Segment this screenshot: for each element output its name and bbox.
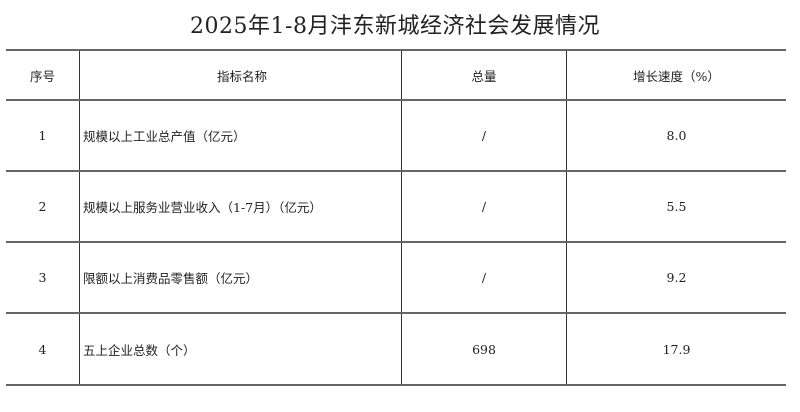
header-growth: 增长速度（%） [566, 50, 786, 100]
header-name: 指标名称 [79, 50, 402, 100]
cell-total: 698 [401, 313, 567, 385]
cell-no: 4 [38, 341, 47, 357]
cell-growth: 5.5 [566, 171, 786, 242]
table-header-row: 序号 指标名称 总量 增长速度（%） [6, 50, 786, 100]
cell-growth: 8.0 [566, 100, 786, 171]
cell-growth: 17.9 [566, 313, 786, 385]
cell-total: / [401, 100, 567, 171]
cell-no: 2 [38, 199, 47, 214]
header-total: 总量 [401, 50, 567, 100]
table-row: 4 五上企业总数（个） 698 17.9 [6, 313, 786, 385]
page-title: 2025年1-8月沣东新城经济社会发展情况 [190, 14, 600, 39]
cell-name: 五上企业总数（个） [79, 313, 402, 385]
stats-table: 序号 指标名称 总量 增长速度（%） 1 规模以上工业总产值（亿元） / 8.0… [6, 49, 786, 386]
cell-growth: 9.2 [566, 242, 786, 313]
cell-name: 规模以上工业总产值（亿元） [79, 100, 402, 171]
table-row: 2 规模以上服务业营业收入（1-7月）（亿元） / 5.5 [6, 171, 786, 242]
cell-total: / [401, 242, 567, 313]
header-no: 序号 [29, 68, 55, 84]
cell-total: / [401, 171, 567, 242]
table-row: 1 规模以上工业总产值（亿元） / 8.0 [6, 100, 786, 171]
cell-name: 限额以上消费品零售额（亿元） [79, 242, 402, 313]
table-row: 3 限额以上消费品零售额（亿元） / 9.2 [6, 242, 786, 313]
cell-no: 3 [38, 270, 47, 285]
cell-name: 规模以上服务业营业收入（1-7月）（亿元） [79, 171, 402, 242]
cell-no: 1 [38, 128, 47, 143]
